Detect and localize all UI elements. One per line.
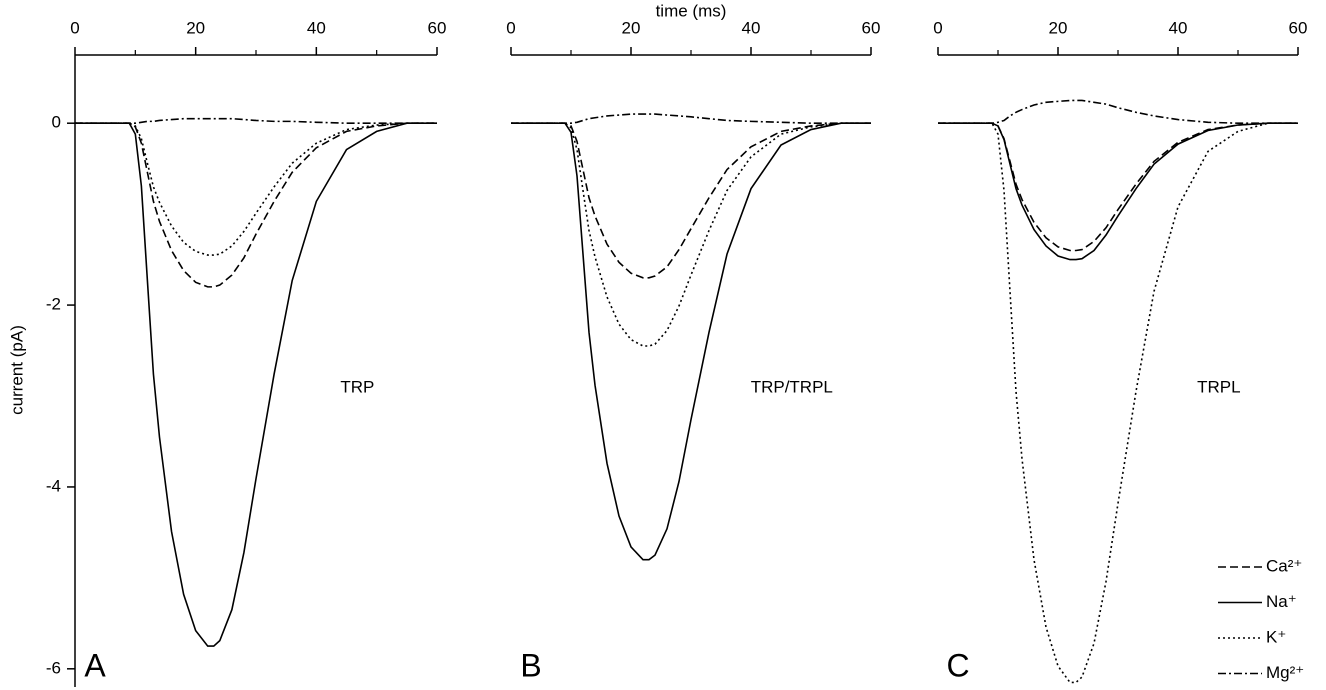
line xyxy=(511,122,871,347)
line xyxy=(511,122,871,279)
x-tick-label: 60 xyxy=(428,18,447,37)
legend-label: K⁺ xyxy=(1266,627,1286,646)
y-tick-label: -6 xyxy=(46,658,61,677)
x-tick-label: 0 xyxy=(70,18,79,37)
line xyxy=(938,122,1298,252)
x-tick-label: 40 xyxy=(307,18,326,37)
line xyxy=(75,117,437,124)
y-tick-label: -4 xyxy=(46,476,61,495)
panel-label: C xyxy=(946,647,969,683)
x-tick-label: 0 xyxy=(506,18,515,37)
annotation: TRP xyxy=(340,377,374,396)
line xyxy=(511,122,871,561)
y-tick-label: -2 xyxy=(46,295,61,314)
legend-label: Mg²⁺ xyxy=(1266,663,1304,682)
x-tick-label: 20 xyxy=(1049,18,1068,37)
legend-label: Ca²⁺ xyxy=(1266,556,1302,575)
panel-label: A xyxy=(84,647,106,683)
line xyxy=(75,122,437,288)
panel-label: B xyxy=(520,647,541,683)
x-axis-label: time (ms) xyxy=(656,1,727,20)
x-tick-label: 0 xyxy=(933,18,942,37)
x-tick-label: 20 xyxy=(622,18,641,37)
line xyxy=(511,113,871,124)
annotation: TRP/TRPL xyxy=(751,377,833,396)
x-tick-label: 40 xyxy=(742,18,761,37)
legend-label: Na⁺ xyxy=(1266,592,1297,611)
line xyxy=(75,122,437,256)
line xyxy=(938,122,1298,261)
x-tick-label: 20 xyxy=(186,18,205,37)
line xyxy=(938,122,1298,684)
y-axis-label: current (pA) xyxy=(7,325,26,415)
x-tick-label: 60 xyxy=(1289,18,1308,37)
line xyxy=(938,99,1298,124)
y-tick-label: 0 xyxy=(52,113,61,132)
annotation: TRPL xyxy=(1197,377,1240,396)
x-tick-label: 60 xyxy=(862,18,881,37)
line xyxy=(75,122,437,647)
x-tick-label: 40 xyxy=(1169,18,1188,37)
